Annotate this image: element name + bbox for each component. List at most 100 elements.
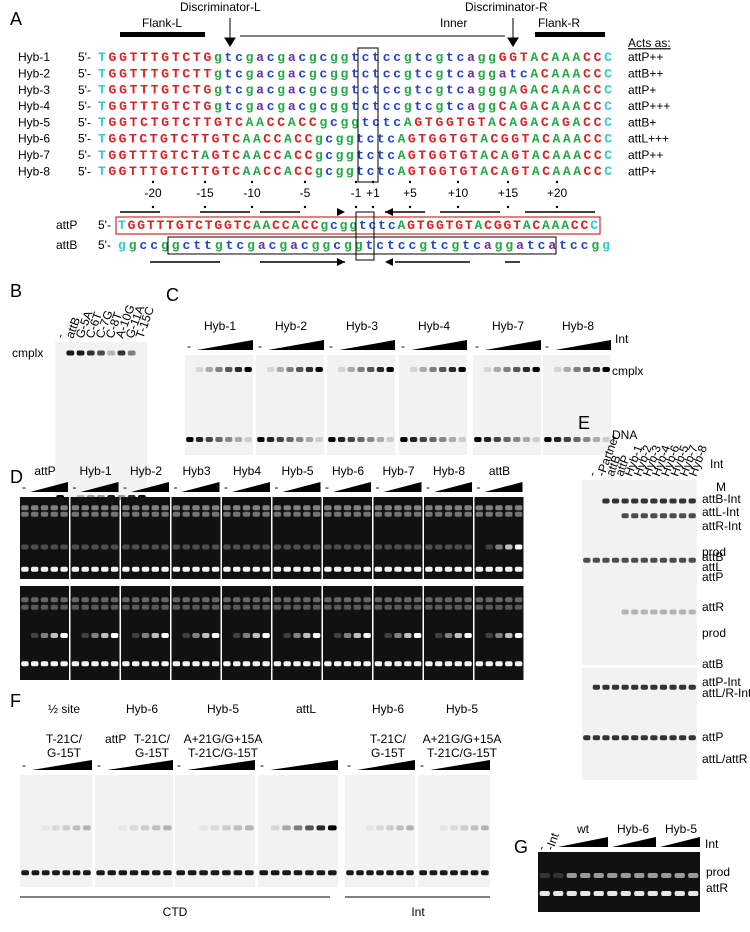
band xyxy=(650,684,658,690)
band xyxy=(429,825,438,831)
band xyxy=(363,544,371,550)
band xyxy=(640,498,648,504)
band xyxy=(353,633,362,638)
band xyxy=(464,544,472,550)
label: - xyxy=(275,480,279,494)
band xyxy=(464,511,472,517)
band xyxy=(223,511,231,517)
band xyxy=(404,604,412,610)
band xyxy=(592,437,601,442)
gel xyxy=(222,497,271,579)
band xyxy=(283,661,291,667)
band xyxy=(110,511,119,517)
band xyxy=(232,505,241,511)
band xyxy=(688,891,699,896)
band xyxy=(640,557,648,563)
band xyxy=(458,367,466,372)
gel xyxy=(121,497,170,579)
band xyxy=(161,566,169,572)
band xyxy=(522,367,531,372)
band xyxy=(262,511,270,517)
band xyxy=(252,505,261,511)
band xyxy=(425,566,433,572)
wedge xyxy=(411,340,467,350)
band xyxy=(192,633,200,638)
gel xyxy=(55,342,147,512)
band xyxy=(151,633,160,638)
band xyxy=(425,511,433,517)
band xyxy=(483,437,492,442)
band xyxy=(356,870,364,876)
band xyxy=(86,350,95,356)
band xyxy=(273,661,282,667)
band xyxy=(101,661,109,667)
band xyxy=(72,870,81,876)
label: Int xyxy=(710,457,724,471)
band xyxy=(343,505,352,511)
band xyxy=(21,544,29,550)
band xyxy=(454,511,463,517)
label: Hyb-3 xyxy=(18,83,50,97)
band xyxy=(182,597,190,603)
band xyxy=(50,566,59,572)
band xyxy=(252,597,261,603)
band xyxy=(634,891,645,896)
band xyxy=(192,505,200,511)
label: 5'- xyxy=(98,218,111,232)
band xyxy=(286,437,294,442)
band xyxy=(62,825,71,831)
band xyxy=(661,873,672,878)
band xyxy=(413,633,422,638)
band xyxy=(602,437,610,442)
label: +1 xyxy=(366,186,380,200)
band xyxy=(30,544,39,550)
label: B xyxy=(10,281,22,301)
band xyxy=(262,661,270,667)
band xyxy=(374,604,383,610)
band xyxy=(71,661,80,667)
band xyxy=(172,505,181,511)
band xyxy=(96,870,105,876)
band xyxy=(640,684,648,690)
band xyxy=(425,597,433,603)
band xyxy=(283,604,291,610)
band xyxy=(324,566,332,572)
band xyxy=(396,870,404,876)
band xyxy=(602,557,610,563)
dot xyxy=(250,180,254,184)
band xyxy=(333,544,342,550)
label: prod xyxy=(706,865,730,879)
band xyxy=(60,661,68,667)
band xyxy=(450,825,458,831)
band xyxy=(464,505,472,511)
band xyxy=(485,597,493,603)
band xyxy=(252,661,261,667)
band xyxy=(374,511,383,517)
label: G xyxy=(514,837,528,857)
band xyxy=(495,511,503,517)
band xyxy=(353,544,362,550)
label: - xyxy=(426,480,430,494)
band xyxy=(328,437,336,442)
band xyxy=(293,633,301,638)
band xyxy=(244,825,254,831)
label: - xyxy=(123,480,127,494)
band xyxy=(343,544,352,550)
band xyxy=(419,870,428,876)
band xyxy=(409,367,418,372)
label: - xyxy=(420,758,424,772)
band xyxy=(107,350,116,356)
label: -10 xyxy=(243,186,261,200)
label: +5 xyxy=(403,186,417,200)
arrowhead xyxy=(385,208,393,216)
wedge xyxy=(270,760,338,770)
band xyxy=(333,633,342,638)
band xyxy=(141,633,150,638)
band xyxy=(172,597,181,603)
band xyxy=(50,633,59,638)
band xyxy=(343,633,352,638)
band xyxy=(50,511,59,517)
band xyxy=(394,544,402,550)
